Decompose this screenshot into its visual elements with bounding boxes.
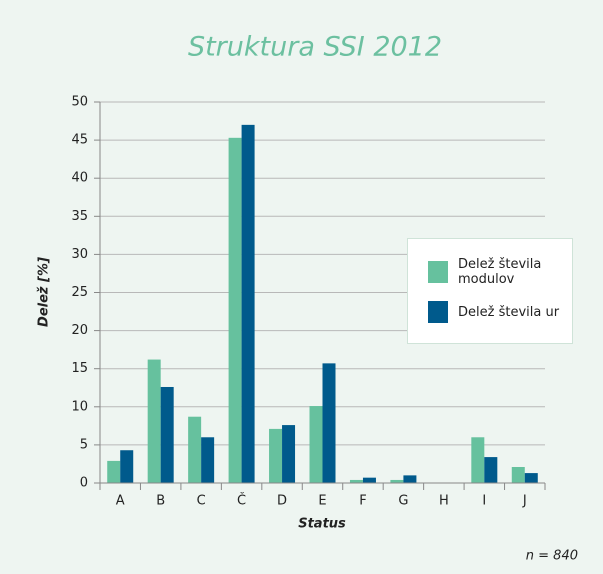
legend-swatch	[428, 301, 448, 323]
x-tick-label: J	[522, 494, 527, 509]
y-tick-label: 5	[80, 437, 88, 452]
y-tick-label: 30	[71, 247, 88, 262]
x-tick-label: H	[439, 494, 449, 509]
legend-label: Delež števila ur	[458, 304, 560, 320]
y-tick-label: 15	[71, 361, 88, 376]
x-tick-label: C	[197, 494, 206, 509]
y-tick-label: 10	[71, 399, 88, 414]
bar	[282, 425, 296, 483]
x-tick-label: D	[277, 494, 287, 509]
x-axis-label: Status	[298, 517, 346, 532]
y-tick-label: 20	[71, 323, 88, 338]
x-tick-label: Č	[237, 493, 246, 509]
y-tick-label: 45	[71, 133, 88, 148]
bar	[147, 359, 161, 483]
bar	[188, 416, 202, 483]
bar	[362, 477, 376, 483]
y-tick-label: 40	[71, 171, 88, 186]
x-tick-label: A	[116, 494, 125, 509]
bar	[349, 479, 363, 483]
bar	[524, 473, 538, 483]
bar	[309, 406, 323, 483]
bar	[511, 466, 525, 483]
bar	[269, 428, 283, 483]
legend-label: Delež števila modulov	[458, 257, 542, 287]
y-tick-label: 25	[71, 285, 88, 300]
y-tick-label: 0	[80, 476, 88, 491]
x-tick-label: E	[318, 494, 326, 509]
bar	[228, 137, 242, 483]
bar	[160, 386, 174, 483]
x-tick-label: I	[482, 494, 486, 509]
legend-item: Delež števila ur	[428, 301, 562, 323]
bar	[484, 457, 498, 483]
note: n = 840	[526, 549, 578, 564]
y-tick-label: 35	[71, 209, 88, 224]
bar	[322, 363, 336, 483]
bar	[241, 124, 255, 484]
y-tick-label: 50	[71, 95, 88, 110]
legend-swatch	[428, 261, 448, 283]
legend-item: Delež števila modulov	[428, 257, 562, 287]
x-tick-label: B	[156, 494, 165, 509]
legend: Delež števila modulov Delež števila ur	[407, 238, 573, 344]
bar	[201, 437, 215, 483]
y-axis-label: Delež [%]	[37, 257, 52, 327]
bar	[390, 479, 404, 483]
chart-title: Struktura SSI 2012	[188, 32, 442, 63]
bar	[120, 450, 134, 483]
bar	[107, 460, 121, 483]
bar	[471, 437, 485, 483]
bar	[403, 475, 417, 483]
x-tick-label: G	[398, 494, 408, 509]
x-tick-label: F	[359, 494, 366, 509]
